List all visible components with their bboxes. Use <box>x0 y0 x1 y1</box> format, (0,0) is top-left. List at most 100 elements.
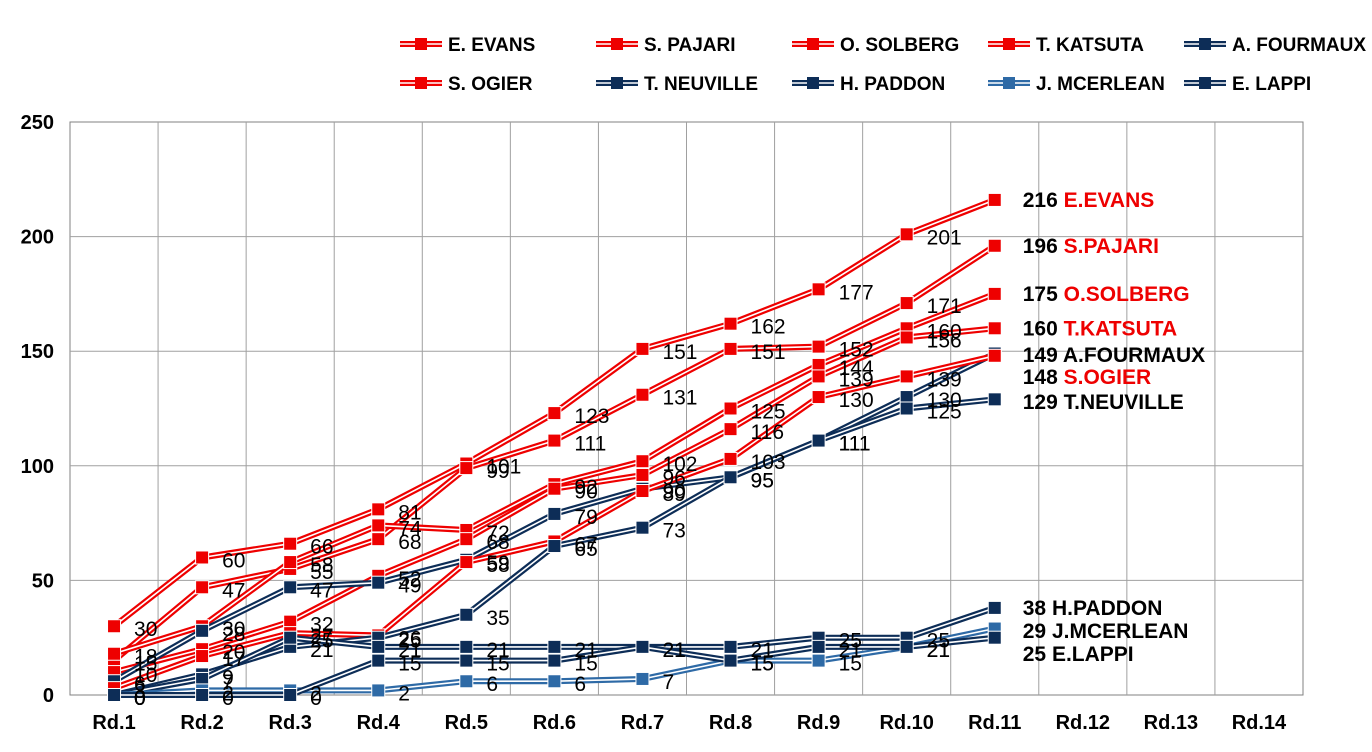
data-point-marker <box>371 575 386 590</box>
legend-label: S. OGIER <box>448 74 533 95</box>
data-label: 152 <box>839 339 874 362</box>
data-label: 58 <box>310 554 333 577</box>
data-label: 89 <box>662 483 685 506</box>
data-point-marker <box>723 470 738 485</box>
data-label: 15 <box>751 653 774 676</box>
data-label: 15 <box>839 653 862 676</box>
data-point-marker <box>547 506 562 521</box>
legend-marker <box>1003 38 1015 50</box>
end-label: 38 H.PADDON <box>1023 597 1163 620</box>
end-value: 38 <box>1023 597 1052 620</box>
end-value: 149 <box>1023 344 1063 367</box>
end-label: 148 S.OGIER <box>1023 366 1151 389</box>
data-label: 21 <box>927 639 950 662</box>
legend-entry: E. EVANS <box>400 35 535 56</box>
data-label: 55 <box>310 561 333 584</box>
end-label: 129 T.NEUVILLE <box>1023 391 1184 414</box>
data-label: 65 <box>574 538 597 561</box>
data-point-marker <box>547 674 562 689</box>
x-tick-label: Rd.7 <box>621 712 664 734</box>
data-point-marker <box>635 671 650 686</box>
legend-label: T. KATSUTA <box>1036 35 1144 56</box>
data-point-marker <box>987 348 1002 363</box>
data-point-marker <box>899 401 914 416</box>
end-value: 29 <box>1023 620 1052 643</box>
data-label: 3 <box>134 680 146 703</box>
legend-marker <box>415 38 427 50</box>
data-point-marker <box>371 653 386 668</box>
data-label: 52 <box>398 568 421 591</box>
data-label: 66 <box>310 536 333 559</box>
data-label: 0 <box>134 687 146 710</box>
data-point-marker <box>283 580 298 595</box>
data-label: 177 <box>839 281 874 304</box>
data-label: 95 <box>751 469 774 492</box>
data-label: 0 <box>222 687 234 710</box>
y-tick-label: 200 <box>21 227 54 249</box>
data-label: 90 <box>574 481 597 504</box>
data-point-marker <box>987 321 1002 336</box>
end-series-name: H.PADDON <box>1052 597 1162 620</box>
data-point-marker <box>195 688 210 702</box>
x-tick-label: Rd.6 <box>533 712 576 734</box>
data-label: 25 <box>839 630 862 653</box>
data-point-marker <box>811 390 826 405</box>
data-label: 35 <box>486 607 509 630</box>
data-label: 139 <box>927 368 962 391</box>
legend-label: S. PAJARI <box>644 35 736 56</box>
y-tick-label: 0 <box>43 685 54 707</box>
data-point-marker <box>371 683 386 698</box>
data-point-marker <box>723 653 738 668</box>
data-point-marker <box>459 639 474 654</box>
end-value: 160 <box>1023 317 1064 340</box>
x-tick-label: Rd.10 <box>879 712 933 734</box>
legend-entry: T. NEUVILLE <box>596 74 758 95</box>
data-label: 9 <box>222 666 234 689</box>
data-label: 21 <box>662 639 685 662</box>
data-label: 15 <box>486 653 509 676</box>
data-label: 92 <box>574 476 597 499</box>
data-point-marker <box>723 422 738 437</box>
data-label: 81 <box>398 501 421 524</box>
legend-entry: A. FOURMAUX <box>1184 35 1366 56</box>
data-label: 17 <box>222 648 245 671</box>
data-point-marker <box>195 649 210 664</box>
data-label: 21 <box>662 639 685 662</box>
legend-marker <box>611 77 623 89</box>
data-point-marker <box>459 555 474 570</box>
data-label: 0 <box>310 687 322 710</box>
data-label: 0 <box>134 687 146 710</box>
data-point-marker <box>635 484 650 499</box>
data-label: 2 <box>222 682 234 705</box>
x-tick-label: Rd.9 <box>797 712 840 734</box>
data-point-marker <box>635 454 650 469</box>
data-point-marker <box>987 630 1002 645</box>
data-label: 30 <box>222 618 245 641</box>
data-point-marker <box>811 282 826 297</box>
data-point-marker <box>723 451 738 466</box>
end-series-name: A.FOURMAUX <box>1063 344 1205 367</box>
data-label: 7 <box>662 671 674 694</box>
end-label: 196 S.PAJARI <box>1023 235 1159 258</box>
data-point-marker <box>459 653 474 668</box>
data-label: 111 <box>839 433 871 456</box>
legend-entry: O. SOLBERG <box>792 35 959 56</box>
legend-entry: S. PAJARI <box>596 35 736 56</box>
data-point-marker <box>811 433 826 448</box>
data-label: 160 <box>927 320 962 343</box>
data-label: 72 <box>486 522 509 545</box>
legend-label: O. SOLBERG <box>840 35 959 56</box>
data-point-marker <box>723 316 738 331</box>
data-label: 21 <box>574 639 597 662</box>
data-label: 15 <box>574 653 597 676</box>
data-point-marker <box>195 550 210 565</box>
data-point-marker <box>547 481 562 496</box>
data-label: 73 <box>662 520 685 543</box>
data-point-marker <box>987 192 1002 207</box>
data-label: 15 <box>134 653 157 676</box>
data-label: 103 <box>751 451 786 474</box>
data-label: 99 <box>486 460 509 483</box>
end-value: 216 <box>1023 189 1064 212</box>
data-point-marker <box>459 674 474 689</box>
